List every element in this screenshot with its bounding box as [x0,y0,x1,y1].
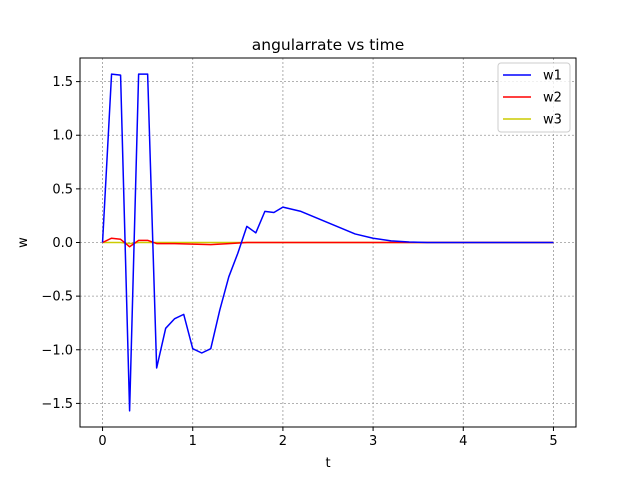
y-tick-label: −0.5 [41,290,73,305]
x-axis-ticks: 0 1 2 3 4 5 [98,427,558,449]
legend: w1 w2 w3 [497,62,571,133]
y-tick-label: −1.5 [41,397,73,412]
x-tick-label: 5 [549,434,557,449]
y-tick-label: 1.0 [52,129,73,144]
legend-box [497,62,571,133]
y-axis-label: w [16,237,31,248]
x-tick-label: 3 [369,434,377,449]
x-tick-label: 0 [98,434,106,449]
legend-label-w1: w1 [543,69,562,84]
series-lines [101,73,554,412]
y-axis-ticks: −1.5 −1.0 −0.5 0.0 0.5 1.0 1.5 [41,75,80,412]
chart-title: angularrate vs time [252,36,405,54]
x-tick-label: 1 [189,434,197,449]
y-tick-label: −1.0 [41,343,73,358]
y-tick-label: 1.5 [52,75,73,90]
series-line-w1 [101,73,554,412]
x-tick-label: 2 [279,434,287,449]
x-tick-label: 4 [459,434,467,449]
x-axis-label: t [325,456,330,471]
y-tick-label: 0.0 [52,236,73,251]
legend-label-w3: w3 [543,113,562,128]
y-tick-label: 0.5 [52,182,73,197]
legend-label-w2: w2 [543,91,562,106]
